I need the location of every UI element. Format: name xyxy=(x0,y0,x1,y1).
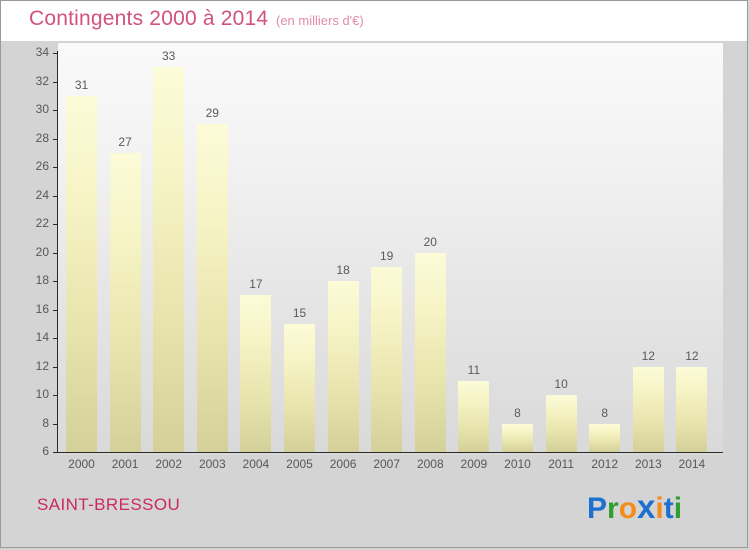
bar-value-label: 31 xyxy=(74,77,89,92)
bar-value-label: 20 xyxy=(423,234,437,249)
logo-letter: o xyxy=(618,492,638,525)
bar-value-label: 8 xyxy=(514,405,521,420)
y-axis-tick-mark xyxy=(53,309,58,311)
bar-value-label: 11 xyxy=(467,362,481,377)
bar-2006[interactable] xyxy=(327,281,359,452)
bar-2011[interactable] xyxy=(545,395,577,452)
bar-2007[interactable] xyxy=(371,266,403,452)
bar-value-label: 27 xyxy=(118,134,132,149)
y-axis-tick-label: 28 xyxy=(35,130,49,145)
y-axis-tick-mark xyxy=(53,110,58,111)
bar-2010[interactable] xyxy=(502,423,533,452)
x-axis-tick-label: 2004 xyxy=(242,457,270,471)
page-title: Contingents 2000 à 2014 xyxy=(29,7,269,30)
bar-2004[interactable] xyxy=(240,295,272,452)
y-axis-tick-label: 34 xyxy=(35,45,49,59)
y-axis-tick-label: 20 xyxy=(35,244,49,259)
bar-value-label: 12 xyxy=(641,348,655,363)
x-axis-tick-label: 2005 xyxy=(286,457,313,471)
y-axis-tick-label: 24 xyxy=(35,187,49,202)
y-axis-tick-label: 8 xyxy=(42,415,49,430)
y-axis-tick-mark xyxy=(53,53,58,54)
bar-2013[interactable] xyxy=(632,366,664,452)
logo-letter: i xyxy=(655,492,664,525)
x-axis-tick-label: 2002 xyxy=(155,457,183,471)
bar-2002[interactable] xyxy=(153,67,185,452)
bar-value-label: 29 xyxy=(205,106,219,121)
x-axis-tick-label: 2009 xyxy=(460,457,488,471)
y-axis-tick-label: 10 xyxy=(35,387,49,401)
logo-letter: t xyxy=(663,492,674,525)
x-axis-tick-label: 2013 xyxy=(634,457,662,471)
x-axis-tick-label: 2008 xyxy=(416,457,444,471)
y-axis-tick-label: 6 xyxy=(42,444,49,458)
x-axis-tick-label: 2010 xyxy=(504,457,531,471)
logo-letter: r xyxy=(607,492,619,525)
bar-2005[interactable] xyxy=(284,323,315,452)
y-axis-tick-label: 32 xyxy=(35,73,49,88)
y-axis-tick-label: 22 xyxy=(35,216,49,230)
logo-letter: i xyxy=(673,492,683,525)
y-axis-tick-mark xyxy=(53,395,58,396)
y-axis-tick-mark xyxy=(53,138,58,140)
x-axis-tick-label: 2014 xyxy=(678,457,706,471)
y-axis-tick-label: 16 xyxy=(35,301,49,316)
bar-value-label: 18 xyxy=(336,263,350,277)
bar-value-label: 8 xyxy=(601,405,609,420)
x-axis-tick-label: 2000 xyxy=(68,457,95,471)
x-axis-tick-label: 2006 xyxy=(329,457,357,471)
bar-value-label: 33 xyxy=(162,49,176,64)
bar-value-label: 12 xyxy=(685,348,699,363)
x-axis-tick-label: 2011 xyxy=(548,457,574,471)
x-axis-tick-label: 2001 xyxy=(111,457,139,471)
y-axis-tick-label: 18 xyxy=(35,273,49,287)
bar-2008[interactable] xyxy=(414,252,446,452)
bar-2014[interactable] xyxy=(676,366,708,452)
logo-letter: P xyxy=(587,492,608,525)
y-axis-tick-mark xyxy=(53,281,58,282)
bar-2009[interactable] xyxy=(458,380,490,452)
bar-2003[interactable] xyxy=(196,124,228,452)
place-name: SAINT-BRESSOU xyxy=(37,495,181,514)
x-axis-tick-label: 2003 xyxy=(198,457,226,471)
logo-letter: x xyxy=(637,488,656,525)
y-axis-line xyxy=(57,51,58,453)
y-axis-tick-mark xyxy=(53,195,58,197)
chart-footer: SAINT-BRESSOU Proxiti xyxy=(1,476,747,547)
bar-value-label: 19 xyxy=(380,248,394,263)
y-axis-tick-mark xyxy=(53,338,58,339)
y-axis-tick-label: 30 xyxy=(35,102,49,116)
x-axis-tick-label: 2007 xyxy=(373,457,401,471)
y-axis-tick-mark xyxy=(53,81,58,83)
chart-header: Contingents 2000 à 2014 (en milliers d'€… xyxy=(1,1,747,41)
y-axis-tick-mark xyxy=(53,167,58,168)
proxiti-logo[interactable]: Proxiti xyxy=(587,488,682,526)
x-axis-tick-label: 2012 xyxy=(591,457,619,471)
y-axis-tick-mark xyxy=(53,452,58,453)
x-axis-line xyxy=(57,452,723,453)
y-axis-tick-label: 12 xyxy=(35,358,49,373)
bar-value-label: 17 xyxy=(249,277,263,292)
chart-subtitle: (en milliers d'€) xyxy=(276,13,364,28)
y-axis-tick-mark xyxy=(53,224,58,225)
bar-2000[interactable] xyxy=(66,95,97,452)
y-axis-tick-label: 26 xyxy=(35,159,49,173)
y-axis-tick-mark xyxy=(53,252,58,254)
bar-2001[interactable] xyxy=(109,152,141,452)
y-axis-tick-mark xyxy=(53,423,58,425)
bar-value-label: 15 xyxy=(292,305,307,320)
bar-value-label: 10 xyxy=(554,377,568,391)
y-axis-tick-mark xyxy=(53,366,58,368)
bar-2012[interactable] xyxy=(589,423,621,452)
y-axis-tick-label: 14 xyxy=(35,330,49,344)
